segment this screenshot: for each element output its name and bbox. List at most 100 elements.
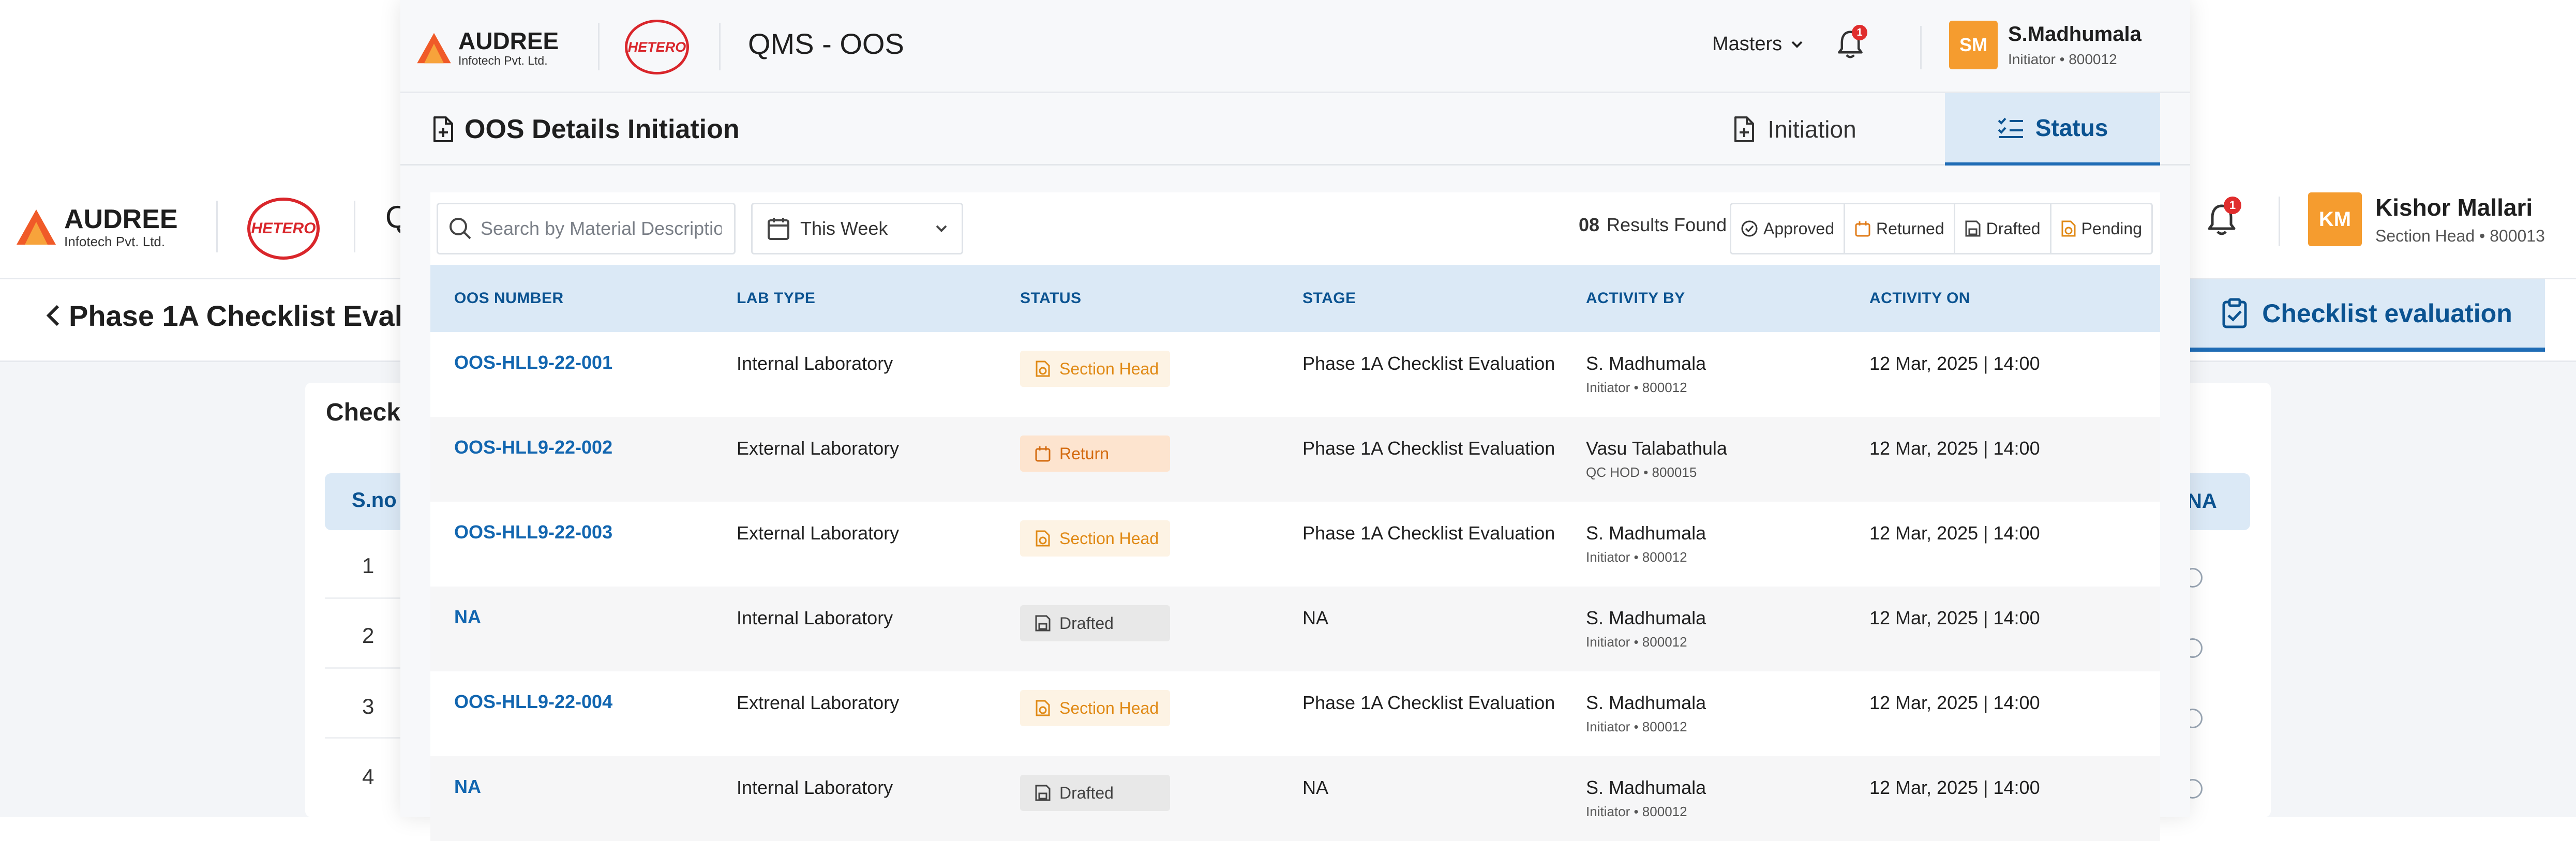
tab-checklist-evaluation-label: Checklist evaluation: [2262, 299, 2512, 328]
bg-sno-cell: 4: [362, 764, 375, 789]
bg-user-role: Section Head: [2375, 226, 2475, 245]
activity-by-name: Vasu Talabathula: [1586, 438, 1727, 459]
header-divider: [1920, 26, 1922, 69]
status-badge: Return: [1020, 435, 1170, 472]
activity-by-name: S. Madhumala: [1586, 353, 1706, 374]
activity-on-cell: 12 Mar, 2025 | 14:00: [1869, 607, 2040, 628]
hetero-text: HETERO: [627, 39, 686, 55]
save-icon: [1035, 785, 1051, 801]
lab-type-cell: Internal Laboratory: [737, 607, 893, 628]
tab-status[interactable]: Status: [1945, 93, 2160, 166]
table-row[interactable]: NA Internal Laboratory Drafted NA S. Madhuma…: [430, 587, 2160, 671]
status-badge: Drafted: [1020, 775, 1170, 811]
oos-number-link[interactable]: NA: [454, 606, 481, 627]
activity-on-cell: 12 Mar, 2025 | 14:00: [1869, 522, 2040, 544]
tab-initiation[interactable]: Initiation: [1725, 93, 1864, 166]
table-row[interactable]: OOS-HLL9-22-004 Extrenal Laboratory Sectio…: [430, 671, 2160, 756]
activity-by-role: Initiator • 800012: [1586, 719, 1687, 734]
activity-by-cell: S. Madhumala Initiator • 800012: [1586, 607, 1706, 650]
avatar: SM: [1949, 21, 1998, 69]
th-activity-on: ACTIVITY ON: [1869, 290, 1970, 307]
legend-returned[interactable]: Returned: [1845, 204, 1955, 253]
bg-user-id: 800013: [2490, 226, 2545, 245]
bg-th-sno: S.no: [352, 489, 397, 512]
legend-pending-label: Pending: [2081, 219, 2142, 238]
activity-by-role: Initiator • 800012: [1586, 549, 1687, 565]
oos-number-link[interactable]: NA: [454, 776, 481, 797]
lab-type-cell: Internal Laboratory: [737, 353, 893, 374]
legend-pending[interactable]: Pending: [2051, 204, 2151, 253]
toolbar: This Week 08 Results Found Approved Retu…: [430, 192, 2160, 265]
status-badge-label: Section Head: [1059, 529, 1159, 548]
bg-brand-name: AUDREE: [64, 204, 178, 234]
brand-sub: Infotech Pvt. Ltd.: [458, 54, 548, 67]
activity-by-role: Initiator • 800012: [1586, 380, 1687, 395]
search-input[interactable]: [480, 217, 723, 240]
legend-approved[interactable]: Approved: [1731, 204, 1845, 253]
table-row[interactable]: OOS-HLL9-22-002 External Laboratory Return…: [430, 417, 2160, 502]
save-icon: [1965, 220, 1981, 237]
bg-hetero-logo: HETERO: [247, 198, 320, 260]
table-header: OOS NUMBER LAB TYPE STATUS STAGE ACTIVIT…: [430, 265, 2160, 332]
audree-logo-icon: [17, 209, 56, 245]
audree-logo-icon: [417, 33, 451, 63]
bg-user-menu[interactable]: KM Kishor Mallari Section Head • 800013: [2308, 192, 2545, 246]
stage-cell: Phase 1A Checklist Evaluation: [1302, 353, 1555, 374]
table-row[interactable]: NA Internal Laboratory Drafted NA S. Madhuma…: [430, 756, 2160, 841]
check-circle-icon: [1741, 220, 1758, 237]
status-badge: Section Head: [1020, 690, 1170, 726]
date-filter-dropdown[interactable]: This Week: [751, 203, 963, 254]
header-divider: [719, 23, 721, 70]
pending-file-icon: [1036, 530, 1050, 547]
chevron-down-icon: [1791, 41, 1803, 48]
oos-number-link[interactable]: OOS-HLL9-22-003: [454, 521, 613, 543]
bg-avatar: KM: [2308, 192, 2362, 246]
lab-type-cell: Extrenal Laboratory: [737, 692, 900, 713]
bg-sno-cell: 3: [362, 694, 375, 718]
bg-hetero-text: HETERO: [251, 220, 316, 237]
legend-drafted[interactable]: Drafted: [1955, 204, 2051, 253]
status-badge-label: Drafted: [1059, 783, 1114, 802]
bg-divider: [2279, 197, 2280, 246]
search-box[interactable]: [437, 203, 736, 254]
bg-brand-sub: Infotech Pvt. Ltd.: [64, 234, 166, 249]
activity-by-role: Initiator • 800012: [1586, 634, 1687, 650]
user-name: S.Madhumala: [2008, 22, 2141, 46]
activity-by-name: S. Madhumala: [1586, 522, 1706, 544]
oos-number-link[interactable]: OOS-HLL9-22-002: [454, 437, 613, 458]
user-menu[interactable]: SM S.Madhumala Initiator • 800012: [1949, 21, 2141, 69]
clipboard-check-icon: [2222, 298, 2247, 328]
stage-cell: NA: [1302, 607, 1329, 628]
bg-notification-badge: 1: [2224, 197, 2241, 214]
tab-checklist-evaluation[interactable]: Checklist evaluation: [2188, 279, 2545, 352]
bg-sno-cell: 1: [362, 553, 375, 578]
status-table-panel: This Week 08 Results Found Approved Retu…: [430, 192, 2160, 841]
modal-subheader: OOS Details Initiation Initiation Status: [400, 93, 2190, 166]
activity-on-cell: 12 Mar, 2025 | 14:00: [1869, 777, 2040, 798]
activity-by-name: S. Madhumala: [1586, 607, 1706, 628]
back-button[interactable]: [37, 300, 68, 331]
oos-number-link[interactable]: OOS-HLL9-22-004: [454, 691, 613, 712]
list-check-icon: [1998, 117, 2023, 138]
calendar-icon: [768, 218, 789, 240]
status-badge-label: Drafted: [1059, 613, 1114, 633]
activity-by-cell: Vasu Talabathula QC HOD • 800015: [1586, 438, 1727, 480]
tab-status-label: Status: [2035, 114, 2108, 141]
masters-dropdown[interactable]: Masters: [1712, 33, 1804, 55]
oos-number-link[interactable]: OOS-HLL9-22-001: [454, 352, 613, 373]
lab-type-cell: External Laboratory: [737, 438, 900, 459]
activity-by-name: S. Madhumala: [1586, 692, 1706, 713]
activity-by-cell: S. Madhumala Initiator • 800012: [1586, 692, 1706, 735]
audree-logo: AUDREE Infotech Pvt. Ltd.: [416, 29, 559, 67]
status-badge-label: Section Head: [1059, 698, 1159, 717]
th-status: STATUS: [1020, 290, 1082, 307]
bg-notification-bell[interactable]: 1: [2206, 197, 2241, 237]
th-oos-number: OOS NUMBER: [454, 290, 564, 307]
table-row[interactable]: OOS-HLL9-22-003 External Laboratory Sectio…: [430, 502, 2160, 587]
notification-bell[interactable]: 1: [1836, 25, 1867, 60]
file-plus-icon: [433, 116, 453, 142]
status-badge: Section Head: [1020, 520, 1170, 557]
bg-divider: [354, 201, 355, 252]
activity-by-cell: S. Madhumala Initiator • 800012: [1586, 353, 1706, 396]
table-row[interactable]: OOS-HLL9-22-001 Internal Laboratory Sectio…: [430, 332, 2160, 417]
